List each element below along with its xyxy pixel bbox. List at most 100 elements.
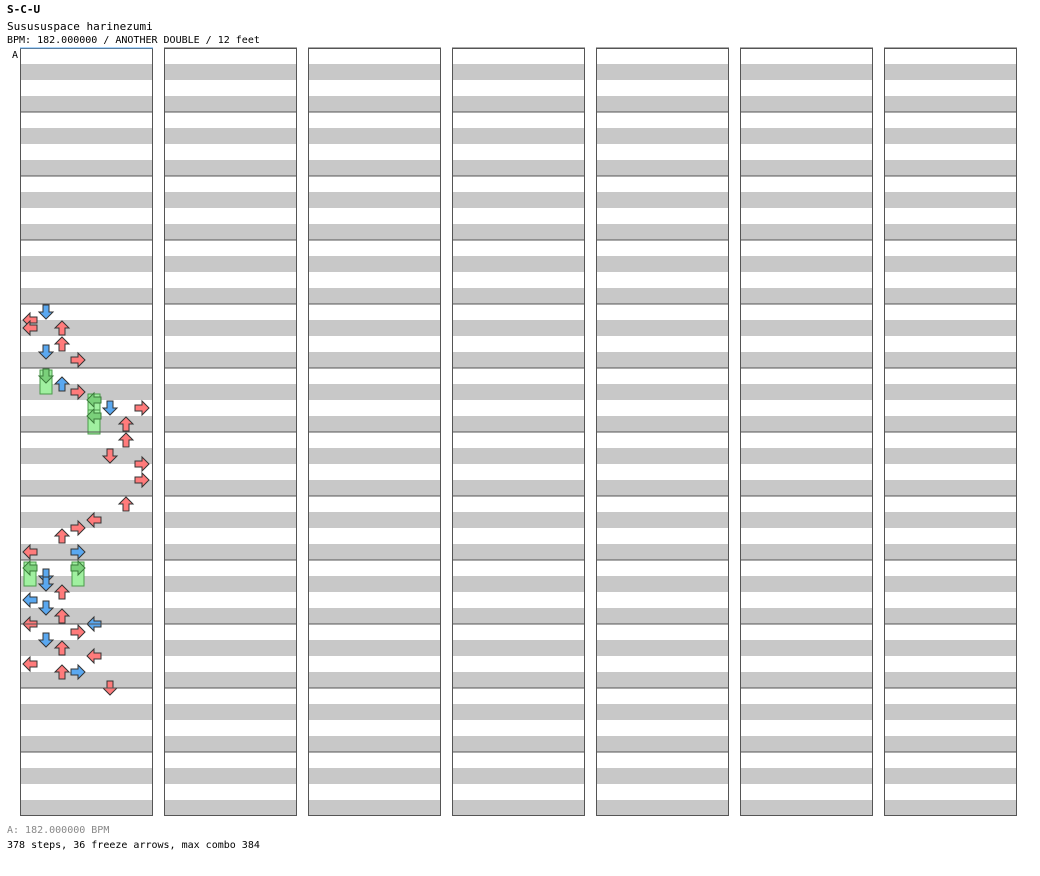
beat-band — [884, 320, 1017, 336]
beat-band — [596, 800, 729, 816]
beat-band — [740, 784, 873, 800]
beat-band — [20, 208, 153, 224]
beat-band — [884, 416, 1017, 432]
beat-band — [164, 784, 297, 800]
beat-band — [20, 592, 153, 608]
beat-band — [596, 416, 729, 432]
beat-band — [596, 224, 729, 240]
freeze-head — [86, 407, 102, 425]
beat-band — [308, 160, 441, 176]
beat-band — [596, 736, 729, 752]
beat-band — [308, 432, 441, 448]
beat-band — [164, 48, 297, 64]
beat-band — [596, 752, 729, 768]
beat-band — [596, 80, 729, 96]
beat-band — [884, 272, 1017, 288]
beat-band — [884, 736, 1017, 752]
chart-title: S-C-U — [7, 3, 41, 16]
beat-band — [596, 320, 729, 336]
step-arrow — [70, 519, 86, 537]
beat-band — [308, 288, 441, 304]
column-frame — [452, 48, 585, 816]
beat-band — [596, 560, 729, 576]
step-arrow — [37, 304, 55, 320]
beat-band — [596, 528, 729, 544]
beat-band — [308, 384, 441, 400]
beat-band — [308, 64, 441, 80]
beat-band — [164, 192, 297, 208]
beat-band — [20, 800, 153, 816]
beat-band — [308, 576, 441, 592]
beat-band — [740, 352, 873, 368]
freeze-head — [22, 559, 38, 577]
beat-band — [20, 576, 153, 592]
beat-band — [164, 800, 297, 816]
beat-band — [164, 672, 297, 688]
step-arrow — [53, 608, 71, 624]
beat-band — [308, 656, 441, 672]
beat-band — [884, 288, 1017, 304]
beat-band — [452, 784, 585, 800]
beat-band — [164, 528, 297, 544]
beat-band — [20, 384, 153, 400]
beat-band — [596, 688, 729, 704]
beat-band — [20, 688, 153, 704]
beat-band — [740, 96, 873, 112]
beat-band — [164, 128, 297, 144]
beat-band — [884, 432, 1017, 448]
beat-band — [164, 416, 297, 432]
beat-band — [740, 528, 873, 544]
beat-band — [164, 64, 297, 80]
beat-band — [452, 272, 585, 288]
beat-band — [884, 608, 1017, 624]
beat-band — [20, 768, 153, 784]
step-arrow — [117, 432, 135, 448]
beat-band — [596, 464, 729, 480]
beat-band — [20, 272, 153, 288]
beat-band — [164, 704, 297, 720]
beat-band — [740, 288, 873, 304]
beat-band — [452, 688, 585, 704]
beat-band — [452, 672, 585, 688]
beat-band — [164, 368, 297, 384]
step-arrow — [37, 632, 55, 648]
beat-band — [884, 160, 1017, 176]
beat-band — [740, 448, 873, 464]
beat-band — [452, 800, 585, 816]
beat-band — [20, 560, 153, 576]
beat-band — [740, 48, 873, 64]
beat-band — [884, 544, 1017, 560]
beat-band — [164, 768, 297, 784]
beat-band — [884, 624, 1017, 640]
beat-band — [20, 128, 153, 144]
beat-band — [740, 800, 873, 816]
beat-band — [164, 640, 297, 656]
beat-band — [452, 720, 585, 736]
beat-band — [452, 160, 585, 176]
beat-band — [164, 160, 297, 176]
beat-band — [164, 576, 297, 592]
beat-band — [596, 512, 729, 528]
beat-band — [164, 432, 297, 448]
beat-band — [596, 192, 729, 208]
beat-band — [452, 752, 585, 768]
beat-band — [740, 128, 873, 144]
beat-band — [740, 320, 873, 336]
beat-band — [596, 160, 729, 176]
beat-band — [452, 352, 585, 368]
beat-band — [452, 480, 585, 496]
beat-band — [884, 512, 1017, 528]
freeze-head — [70, 559, 86, 577]
beat-band — [308, 144, 441, 160]
beat-band — [452, 608, 585, 624]
beat-band — [164, 240, 297, 256]
beat-band — [164, 736, 297, 752]
beat-band — [308, 192, 441, 208]
step-arrow — [22, 319, 38, 337]
song-title: Susususpace harinezumi — [7, 20, 153, 33]
beat-band — [596, 704, 729, 720]
column-frame — [740, 48, 873, 816]
bpm-marker: A — [12, 50, 18, 61]
beat-band — [452, 528, 585, 544]
beat-band — [884, 480, 1017, 496]
